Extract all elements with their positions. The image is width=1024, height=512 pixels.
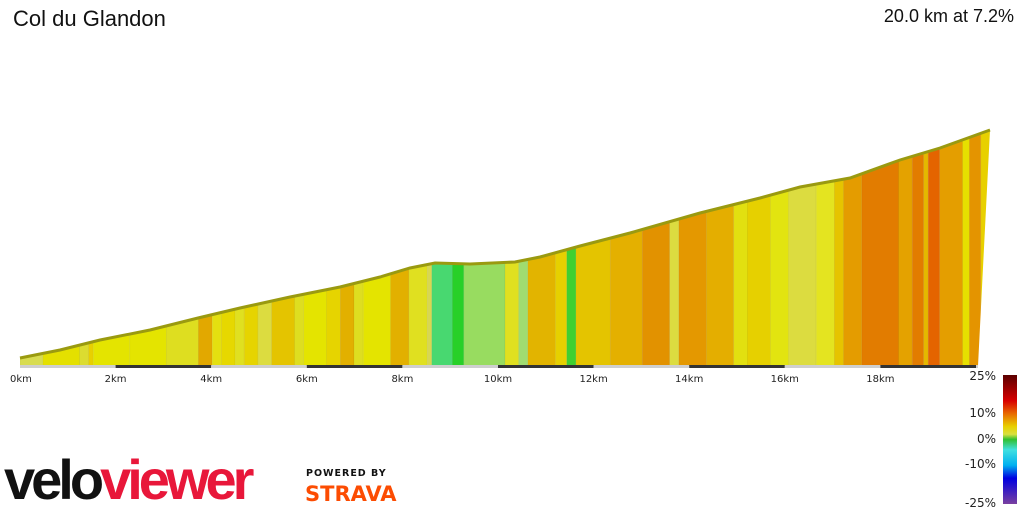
- climb-title: Col du Glandon: [13, 6, 166, 31]
- gradient-segment: [452, 130, 465, 366]
- gradient-segment: [747, 130, 771, 366]
- x-tick-label: 14km: [675, 374, 704, 385]
- powered-by-label: POWERED BY: [306, 468, 387, 479]
- gradient-segment: [390, 130, 410, 366]
- gradient-segment: [834, 130, 844, 366]
- climb-summary: 20.0 km at 7.2%: [883, 6, 1014, 26]
- gradient-segment: [843, 130, 863, 366]
- axis-band: [211, 365, 307, 368]
- x-tick-label: 6km: [295, 374, 318, 385]
- gradient-segment: [426, 130, 433, 366]
- gradient-segment: [566, 130, 577, 366]
- gradient-segment: [923, 130, 929, 366]
- gradient-segment: [641, 130, 671, 366]
- gradient-segment: [861, 130, 899, 366]
- gradient-segment: [678, 130, 707, 366]
- gradient-segment: [234, 130, 245, 366]
- gradient-segment: [980, 130, 990, 366]
- gradient-segment: [898, 130, 913, 366]
- logo-viewer-text: viewer: [100, 448, 254, 511]
- gradient-segment: [575, 130, 611, 366]
- gradient-segment: [504, 130, 520, 366]
- axis-band: [689, 365, 785, 368]
- gradient-segment: [555, 130, 568, 366]
- gradient-segment: [294, 130, 304, 366]
- gradient-segment: [815, 130, 835, 366]
- legend-label-10: 10%: [969, 406, 996, 420]
- x-tick-label: 10km: [483, 374, 513, 385]
- profile-top-edge: [19, 128, 991, 360]
- logo-velo-text: velo: [4, 448, 104, 511]
- gradient-segment: [927, 130, 940, 366]
- gradient-segment: [303, 130, 327, 366]
- gradient-segment: [42, 130, 80, 366]
- legend-label-0: 0%: [976, 432, 996, 446]
- gradient-segment: [518, 130, 529, 366]
- axis-band: [115, 365, 212, 368]
- axis-band: [593, 365, 690, 368]
- legend-label-25: 25%: [969, 369, 996, 383]
- gradient-segment: [92, 130, 131, 366]
- gradient-segment: [706, 130, 735, 366]
- gradient-segment: [211, 130, 222, 366]
- legend-label-minus25: -25%: [964, 496, 996, 510]
- x-tick-label: 0km: [10, 374, 32, 385]
- gradient-segment: [198, 130, 213, 366]
- x-tick-label: 12km: [579, 374, 608, 385]
- gradient-segment: [969, 130, 982, 366]
- gradient-segment: [88, 130, 94, 366]
- gradient-segment: [788, 130, 817, 366]
- axis-band: [784, 365, 881, 368]
- strava-logo[interactable]: STRAVA: [305, 482, 397, 506]
- veloviewer-logo[interactable]: veloviewer: [4, 452, 254, 508]
- gradient-segment: [243, 130, 259, 366]
- gradient-segment: [770, 130, 789, 366]
- axis-band: [498, 365, 594, 368]
- gradient-segment: [733, 130, 748, 366]
- gradient-segment: [271, 130, 295, 366]
- gradient-segment: [911, 130, 924, 366]
- axis-band: [306, 365, 403, 368]
- distance-axis: [20, 365, 978, 368]
- gradient-segment: [339, 130, 355, 366]
- gradient-segment: [257, 130, 272, 366]
- gradient-segment: [463, 130, 506, 366]
- axis-band: [402, 365, 498, 368]
- gradient-segment: [669, 130, 680, 366]
- x-tick-label: 16km: [770, 374, 799, 385]
- x-tick-label: 8km: [391, 374, 414, 385]
- gradient-segment: [527, 130, 556, 366]
- gradient-segment: [431, 130, 453, 366]
- gradient-segment: [326, 130, 341, 366]
- axis-band: [880, 365, 976, 368]
- gradient-legend-bar: [1003, 375, 1017, 504]
- x-tick-label: 4km: [200, 374, 223, 385]
- axis-band: [20, 365, 116, 368]
- gradient-segment: [221, 130, 236, 366]
- gradient-segment: [362, 130, 391, 366]
- x-tick-label: 2km: [104, 374, 127, 385]
- gradient-segment: [20, 130, 44, 366]
- legend-label-minus10: -10%: [964, 457, 996, 471]
- x-tick-label: 18km: [866, 374, 895, 385]
- gradient-segment: [353, 130, 364, 366]
- gradient-segment: [79, 130, 89, 366]
- gradient-segment: [408, 130, 428, 366]
